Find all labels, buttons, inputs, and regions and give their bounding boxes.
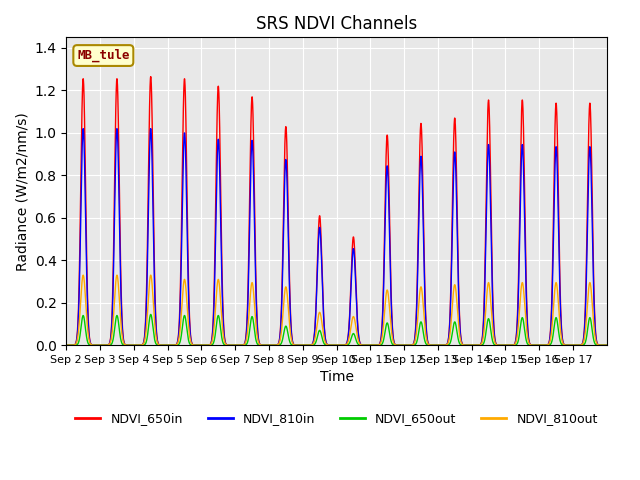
Line: NDVI_810out: NDVI_810out xyxy=(67,275,607,345)
Legend: NDVI_650in, NDVI_810in, NDVI_650out, NDVI_810out: NDVI_650in, NDVI_810in, NDVI_650out, NDV… xyxy=(70,407,603,430)
Line: NDVI_810in: NDVI_810in xyxy=(67,129,607,345)
NDVI_650in xyxy=(147,74,155,80)
NDVI_810out xyxy=(454,309,461,314)
NDVI_650in xyxy=(173,340,181,346)
NDVI_810in xyxy=(603,342,611,348)
NDVI_650in xyxy=(333,342,340,348)
NDVI_650in xyxy=(488,261,496,267)
NDVI_650in xyxy=(597,342,605,348)
NDVI_650in xyxy=(454,231,461,237)
NDVI_810out xyxy=(520,298,528,304)
Y-axis label: Radiance (W/m2/nm/s): Radiance (W/m2/nm/s) xyxy=(15,112,29,271)
NDVI_810out xyxy=(79,272,87,278)
X-axis label: Time: Time xyxy=(319,371,353,384)
NDVI_810in xyxy=(488,268,496,274)
NDVI_810out xyxy=(406,342,414,348)
NDVI_650out xyxy=(173,342,181,348)
NDVI_650out xyxy=(333,342,340,348)
NDVI_650in xyxy=(406,342,414,348)
NDVI_810in xyxy=(406,342,413,348)
NDVI_650out xyxy=(603,342,611,348)
NDVI_810in xyxy=(63,342,70,348)
NDVI_650in xyxy=(63,342,70,348)
Text: MB_tule: MB_tule xyxy=(77,49,129,62)
NDVI_650out xyxy=(147,312,155,317)
NDVI_810out xyxy=(488,317,496,323)
NDVI_650out xyxy=(454,333,461,338)
NDVI_650out xyxy=(520,326,528,332)
NDVI_810in xyxy=(520,202,528,208)
NDVI_650out xyxy=(406,342,414,348)
Line: NDVI_650in: NDVI_650in xyxy=(67,77,607,345)
NDVI_810out xyxy=(333,342,340,348)
NDVI_650in xyxy=(520,181,528,187)
NDVI_650in xyxy=(603,342,611,348)
NDVI_650out xyxy=(488,336,496,341)
Line: NDVI_650out: NDVI_650out xyxy=(67,314,607,345)
NDVI_650out xyxy=(597,342,605,348)
NDVI_810out xyxy=(603,342,611,348)
NDVI_810in xyxy=(173,341,181,347)
NDVI_810in xyxy=(597,342,605,348)
NDVI_650out xyxy=(63,342,70,348)
NDVI_810out xyxy=(173,341,181,347)
NDVI_810out xyxy=(63,342,70,348)
NDVI_810out xyxy=(597,342,605,348)
NDVI_810in xyxy=(454,240,461,245)
NDVI_810in xyxy=(79,126,87,132)
Title: SRS NDVI Channels: SRS NDVI Channels xyxy=(256,15,417,33)
